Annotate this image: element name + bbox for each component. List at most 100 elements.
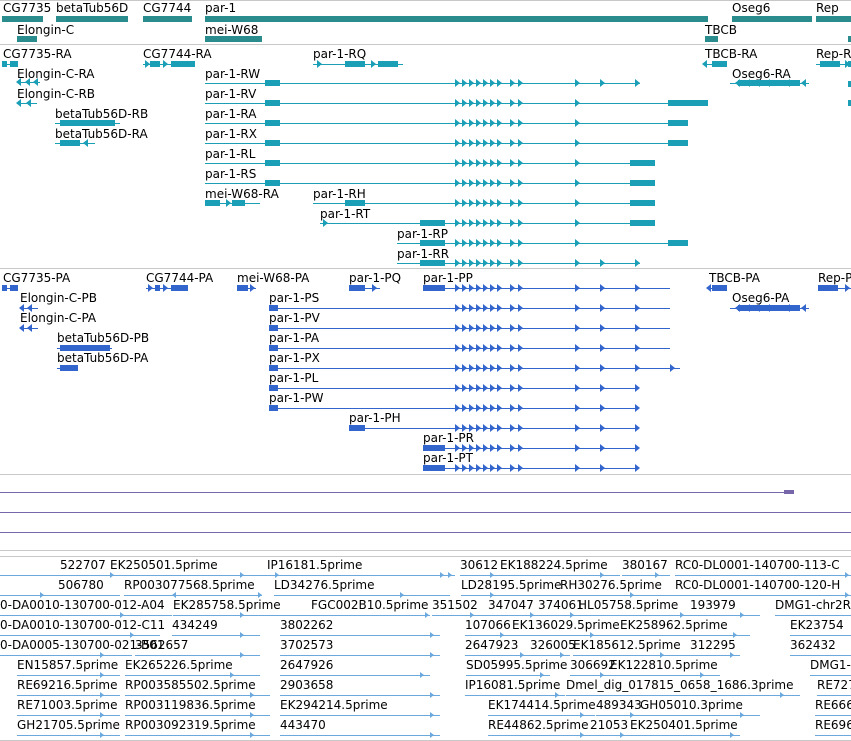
est-label-rc0-dl0001-140700-113-c[interactable]: RC0-DL0001-140700-113-C bbox=[675, 558, 840, 572]
est-label-ek285758-5prime[interactable]: EK285758.5prime bbox=[173, 598, 281, 612]
transcript-label-par-1-rx[interactable]: par-1-RX bbox=[205, 127, 257, 141]
exon-block[interactable] bbox=[378, 61, 398, 67]
protein-label-betatub56d-pa[interactable]: betaTub56D-PA bbox=[57, 351, 149, 365]
est-label-ek265226-5prime[interactable]: EK265226.5prime bbox=[125, 658, 233, 672]
est-label-21053[interactable]: 21053 bbox=[590, 718, 629, 732]
est-label-2903658[interactable]: 2903658 bbox=[280, 678, 334, 692]
transcript-label-par-1-rs[interactable]: par-1-RS bbox=[205, 167, 257, 181]
exon-block[interactable] bbox=[423, 285, 445, 291]
est-label-gh21705-5prime[interactable]: GH21705.5prime bbox=[17, 718, 120, 732]
gene-label-mei-w68[interactable]: mei-W68 bbox=[205, 23, 259, 37]
est-label-ld34276-5prime[interactable]: LD34276.5prime bbox=[274, 578, 375, 592]
est-label-sd05995-5prime[interactable]: SD05995.5prime bbox=[466, 658, 568, 672]
gene-bar[interactable] bbox=[205, 36, 262, 42]
est-label-re727[interactable]: RE727 bbox=[817, 678, 851, 692]
est-label-rp003119836-5prime[interactable]: RP003119836.5prime bbox=[125, 698, 256, 712]
est-label-ld28195-5prime[interactable]: LD28195.5prime bbox=[461, 578, 562, 592]
exon-block[interactable] bbox=[668, 240, 688, 246]
est-label-ek250401-5prime[interactable]: EK250401.5prime bbox=[630, 718, 738, 732]
gene-bar[interactable] bbox=[17, 36, 37, 42]
est-label-3802262[interactable]: 3802262 bbox=[280, 618, 334, 632]
transcript-label-betatub56d-ra[interactable]: betaTub56D-RA bbox=[55, 127, 148, 141]
est-label-ek23754[interactable]: EK23754 bbox=[790, 618, 844, 632]
exon-block[interactable] bbox=[668, 120, 688, 126]
est-label-fgc002b10-5prime[interactable]: FGC002B10.5prime bbox=[311, 598, 429, 612]
exon-block[interactable] bbox=[171, 61, 195, 67]
transcript-label-elongin-c-rb[interactable]: Elongin-C-RB bbox=[17, 87, 96, 101]
exon-block[interactable] bbox=[265, 100, 280, 106]
exon-block[interactable] bbox=[265, 180, 280, 186]
exon-block[interactable] bbox=[269, 345, 278, 351]
est-label-ek188224-5prime[interactable]: EK188224.5prime bbox=[500, 558, 608, 572]
exon-block[interactable] bbox=[265, 80, 280, 86]
protein-label-par-1-pw[interactable]: par-1-PW bbox=[269, 391, 324, 405]
exon-block[interactable] bbox=[668, 100, 708, 106]
gene-bar[interactable] bbox=[848, 36, 851, 42]
protein-label-oseg6-pa[interactable]: Oseg6-PA bbox=[732, 291, 790, 305]
est-label-2647923[interactable]: 2647923 bbox=[465, 638, 519, 652]
est-label-489343[interactable]: 489343 bbox=[596, 698, 642, 712]
exon-block[interactable] bbox=[423, 445, 445, 451]
protein-label-par-1-pv[interactable]: par-1-PV bbox=[269, 311, 320, 325]
est-label-rp003585502-5prime[interactable]: RP003585502.5prime bbox=[125, 678, 256, 692]
est-label-506780[interactable]: 506780 bbox=[58, 578, 104, 592]
exon-block[interactable] bbox=[155, 285, 160, 291]
transcript-label-tbcb-ra[interactable]: TBCB-RA bbox=[705, 47, 758, 61]
protein-label-par-1-pt[interactable]: par-1-PT bbox=[423, 451, 473, 465]
exon-block[interactable] bbox=[2, 61, 7, 67]
est-label-2647926[interactable]: 2647926 bbox=[280, 658, 334, 672]
est-label-374061[interactable]: 374061 bbox=[538, 598, 584, 612]
protein-label-par-1-ph[interactable]: par-1-PH bbox=[349, 411, 401, 425]
protein-label-par-1-pr[interactable]: par-1-PR bbox=[423, 431, 475, 445]
est-label-434249[interactable]: 434249 bbox=[172, 618, 218, 632]
transcript-label-par-1-rw[interactable]: par-1-RW bbox=[205, 67, 261, 81]
est-label-ip16081-5prime[interactable]: IP16081.5prime bbox=[465, 678, 561, 692]
exon-block[interactable] bbox=[423, 465, 445, 471]
exon-block[interactable] bbox=[150, 61, 160, 67]
est-label-re71003-5prime[interactable]: RE71003.5prime bbox=[17, 698, 118, 712]
est-label-443470[interactable]: 443470 bbox=[280, 718, 326, 732]
gene-bar[interactable] bbox=[2, 16, 43, 22]
protein-label-par-1-ps[interactable]: par-1-PS bbox=[269, 291, 320, 305]
transcript-label-par-1-ra[interactable]: par-1-RA bbox=[205, 107, 257, 121]
protein-label-par-1-px[interactable]: par-1-PX bbox=[269, 351, 320, 365]
transcript-label-par-1-rt[interactable]: par-1-RT bbox=[320, 207, 371, 221]
est-label-ek136029-5prime[interactable]: EK136029.5prime bbox=[512, 618, 620, 632]
est-label-ek122810-5prime[interactable]: EK122810.5prime bbox=[610, 658, 718, 672]
exon-block[interactable] bbox=[668, 140, 688, 146]
transcript-label-betatub56d-rb[interactable]: betaTub56D-RB bbox=[55, 107, 149, 121]
est-label-193979[interactable]: 193979 bbox=[690, 598, 736, 612]
est-label-ip16181-5prime[interactable]: IP16181.5prime bbox=[267, 558, 363, 572]
exon-block[interactable] bbox=[232, 200, 245, 206]
exon-block[interactable] bbox=[349, 285, 365, 291]
est-label-312295[interactable]: 312295 bbox=[690, 638, 736, 652]
est-label-362432[interactable]: 362432 bbox=[790, 638, 836, 652]
transcript-label-elongin-c-ra[interactable]: Elongin-C-RA bbox=[17, 67, 95, 81]
exon-block[interactable] bbox=[630, 160, 655, 166]
transcript-label-par-1-rq[interactable]: par-1-RQ bbox=[313, 47, 367, 61]
transcript-label-par-1-rr[interactable]: par-1-RR bbox=[397, 247, 450, 261]
est-label-0-da0005-130700-021-b01[interactable]: 0-DA0005-130700-021-B01 bbox=[0, 638, 165, 652]
gene-bar[interactable] bbox=[143, 16, 192, 22]
transcript-label-rep-ra[interactable]: Rep-RA bbox=[816, 47, 851, 61]
protein-label-par-1-pq[interactable]: par-1-PQ bbox=[349, 271, 402, 285]
gene-label-rep[interactable]: Rep bbox=[816, 1, 839, 15]
exon-block[interactable] bbox=[60, 140, 80, 146]
protein-label-rep-pa[interactable]: Rep-PA bbox=[818, 271, 851, 285]
exon-block[interactable] bbox=[820, 61, 840, 67]
est-label-rh30276-5prime[interactable]: RH30276.5prime bbox=[560, 578, 662, 592]
protein-label-elongin-c-pa[interactable]: Elongin-C-PA bbox=[20, 311, 97, 325]
gene-label-tbcb[interactable]: TBCB bbox=[705, 23, 737, 37]
gene-label-cg7744[interactable]: CG7744 bbox=[143, 1, 192, 15]
transcript-label-mei-w68-ra[interactable]: mei-W68-RA bbox=[205, 187, 279, 201]
est-label-ek258962-5prime[interactable]: EK258962.5prime bbox=[620, 618, 728, 632]
gene-label-elongin-c[interactable]: Elongin-C bbox=[17, 23, 75, 37]
protein-label-tbcb-pa[interactable]: TBCB-PA bbox=[709, 271, 760, 285]
transcript-label-cg7744-ra[interactable]: CG7744-RA bbox=[143, 47, 212, 61]
protein-label-elongin-c-pb[interactable]: Elongin-C-PB bbox=[20, 291, 97, 305]
gene-bar[interactable] bbox=[705, 36, 718, 42]
protein-label-betatub56d-pb[interactable]: betaTub56D-PB bbox=[57, 331, 150, 345]
exon-block[interactable] bbox=[205, 200, 220, 206]
exon-block[interactable] bbox=[269, 325, 278, 331]
protein-label-cg7744-pa[interactable]: CG7744-PA bbox=[146, 271, 214, 285]
